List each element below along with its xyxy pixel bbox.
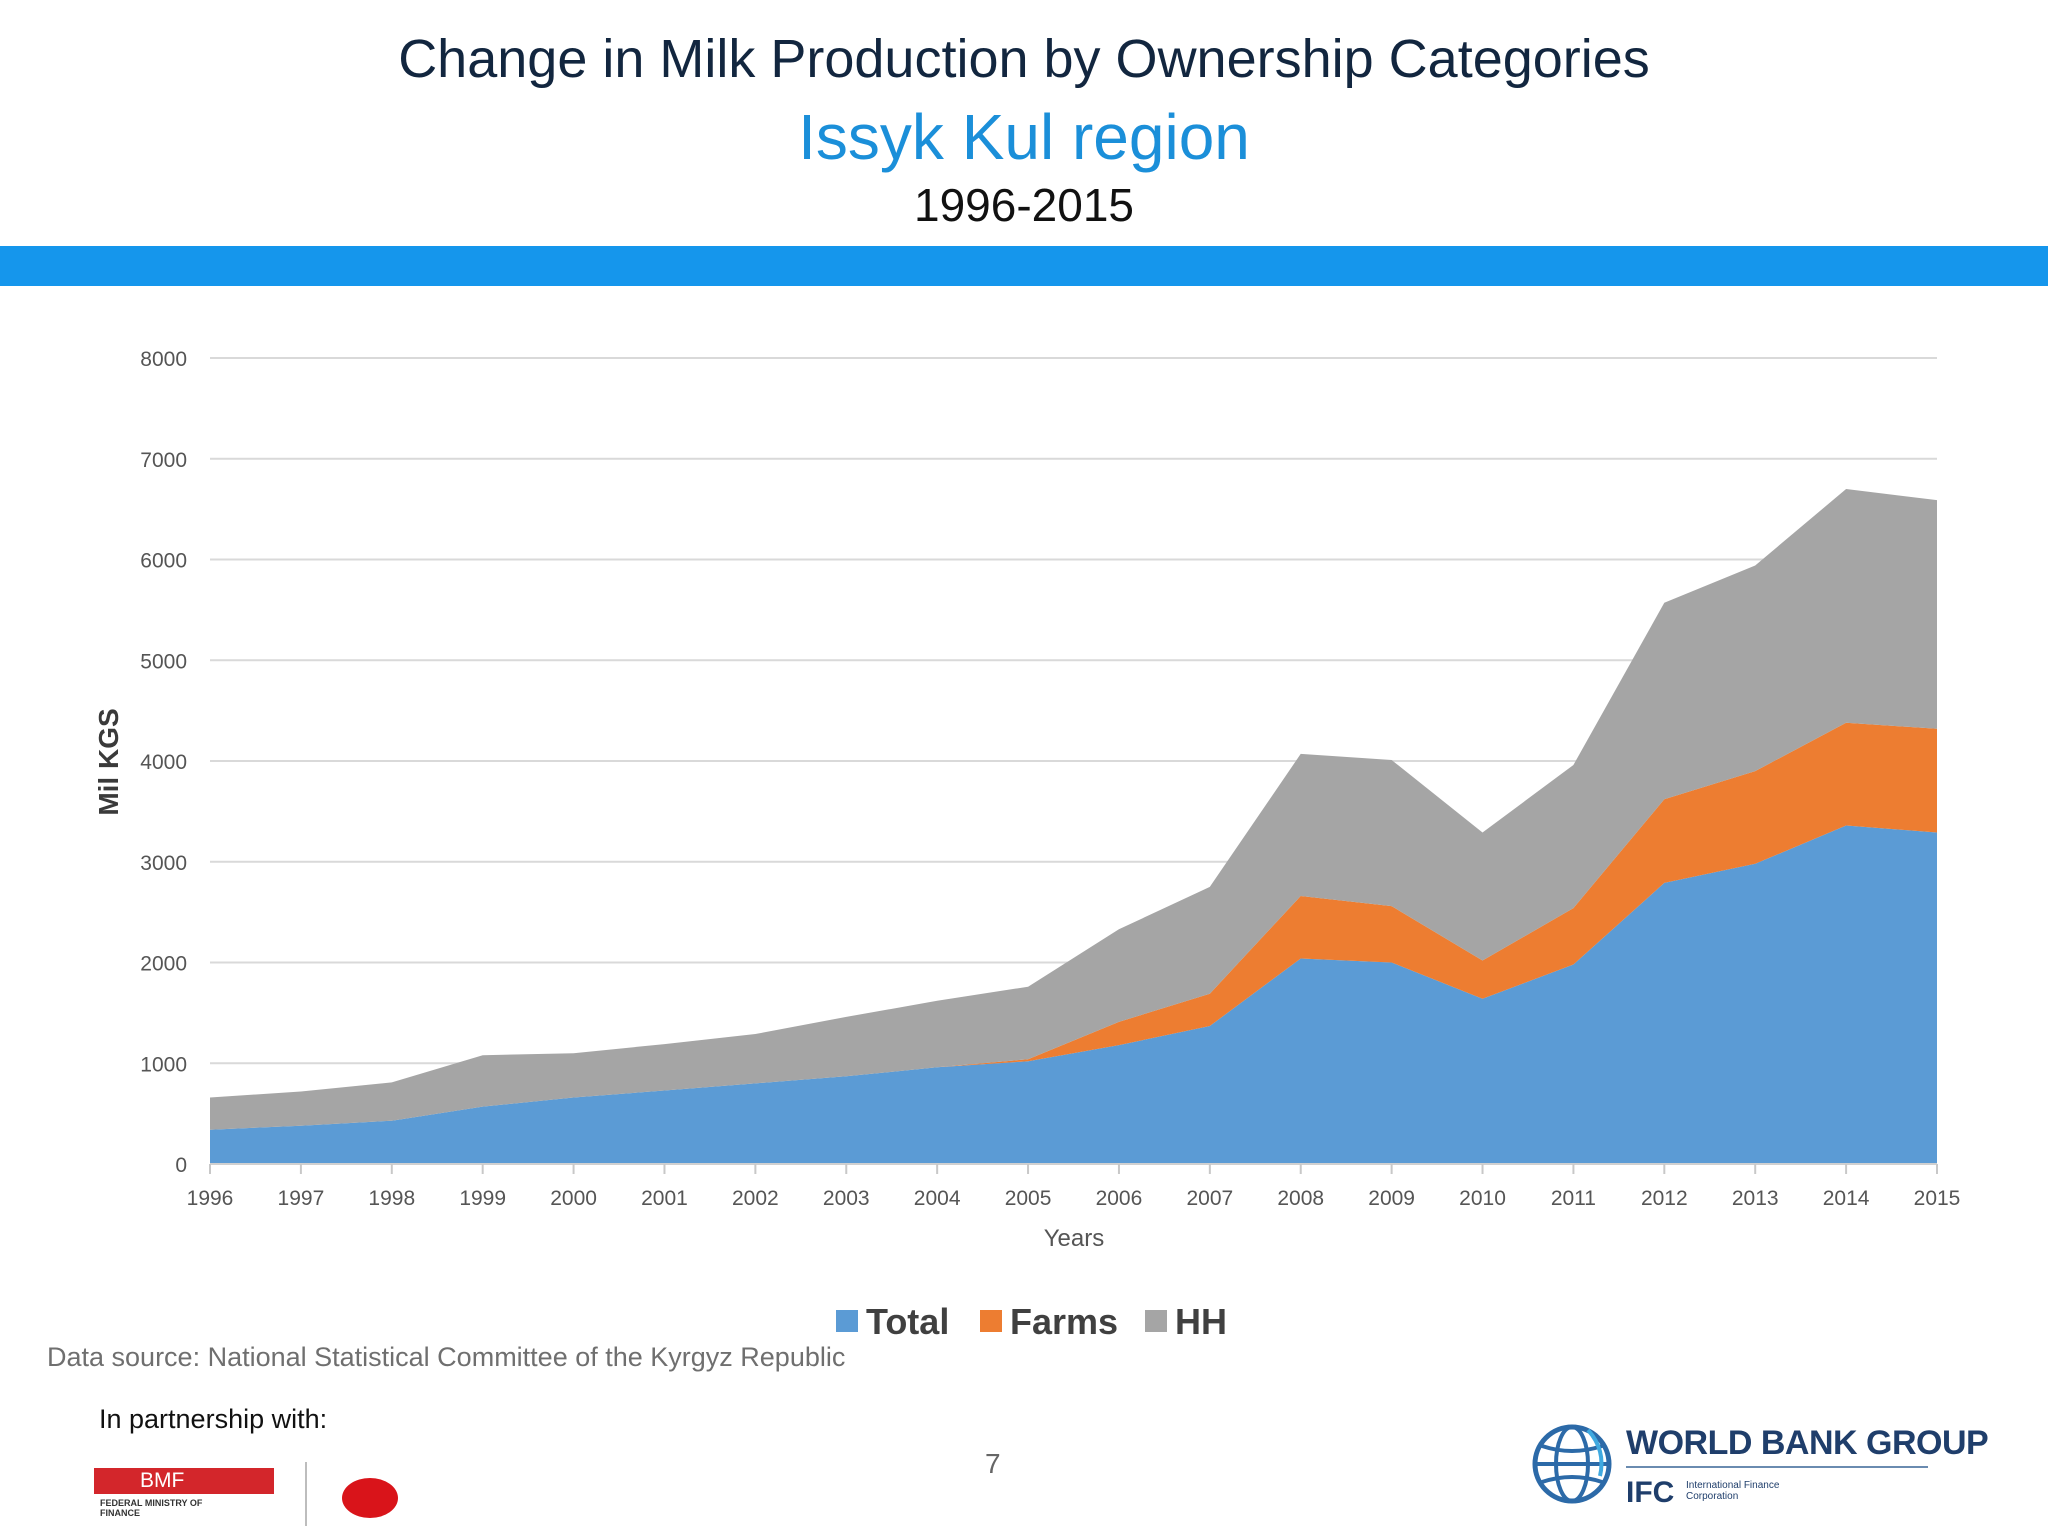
area-total	[210, 825, 1937, 1164]
x-tick-label-2010: 2010	[1459, 1187, 1506, 1210]
world-bank-group-name: WORLD BANK GROUP	[1626, 1424, 1989, 1462]
logo-divider	[305, 1462, 307, 1526]
ifc-subtext: International Finance Corporation	[1686, 1480, 1780, 1502]
x-axis-title: Years	[1044, 1225, 1105, 1252]
bmf-logo-subtext: FEDERAL MINISTRY OF FINANCE	[100, 1498, 203, 1518]
bmf-logo-text: BMF	[140, 1469, 185, 1492]
legend-item-total: Total	[836, 1301, 949, 1342]
x-tick-label-1998: 1998	[368, 1187, 415, 1210]
x-tick-label-2001: 2001	[641, 1187, 688, 1210]
legend-item-farms: Farms	[980, 1301, 1118, 1342]
legend-swatch-hh	[1145, 1310, 1167, 1332]
logo-rule	[1626, 1466, 1928, 1468]
y-tick-label-8000: 8000	[140, 348, 187, 371]
bmf-logo: BMF FEDERAL MINISTRY OF FINANCE	[94, 1468, 274, 1528]
area-farms	[210, 722, 1937, 1130]
x-tick-label-1997: 1997	[278, 1187, 325, 1210]
partnership-label: In partnership with:	[99, 1404, 328, 1434]
y-axis-title: Mil KGS	[93, 708, 124, 815]
y-tick-label-1000: 1000	[140, 1053, 187, 1076]
x-tick-label-2015: 2015	[1914, 1187, 1961, 1210]
x-tick-label-2000: 2000	[550, 1187, 597, 1210]
legend-label-total: Total	[866, 1301, 949, 1342]
world-bank-group-logo: WORLD BANK GROUP IFC International Finan…	[1530, 1418, 1989, 1518]
page-subtitle: Issyk Kul region	[798, 101, 1250, 173]
page-number: 7	[985, 1448, 1001, 1479]
y-tick-label-5000: 5000	[140, 650, 187, 673]
y-tick-label-2000: 2000	[140, 953, 187, 976]
legend-label-hh: HH	[1175, 1301, 1227, 1342]
y-tick-label-4000: 4000	[140, 751, 187, 774]
x-tick-label-2005: 2005	[1005, 1187, 1052, 1210]
x-tick-label-1996: 1996	[187, 1187, 234, 1210]
x-tick-label-2014: 2014	[1823, 1187, 1870, 1210]
legend-swatch-total	[836, 1310, 858, 1332]
period-label: 1996-2015	[914, 179, 1134, 231]
red-disc-logo	[342, 1478, 398, 1518]
x-tick-label-2009: 2009	[1368, 1187, 1415, 1210]
x-tick-label-2012: 2012	[1641, 1187, 1688, 1210]
area-hh	[210, 489, 1937, 1130]
y-tick-label-7000: 7000	[140, 449, 187, 472]
globe-icon	[1532, 1424, 1612, 1504]
axes: 0 1000 2000 3000 4000 5000 6000 7000 8000 1996 199…	[140, 348, 1960, 1210]
legend: Total Farms HH	[836, 1301, 1227, 1342]
x-tick-label-2008: 2008	[1277, 1187, 1324, 1210]
x-tick-label-2004: 2004	[914, 1187, 961, 1210]
x-tick-label-1999: 1999	[459, 1187, 506, 1210]
x-tick-label-2013: 2013	[1732, 1187, 1779, 1210]
legend-item-hh: HH	[1145, 1301, 1227, 1342]
bmf-logo-bar	[94, 1468, 274, 1494]
y-tick-label-0: 0	[175, 1154, 187, 1177]
legend-label-farms: Farms	[1010, 1301, 1118, 1342]
x-tick-label-2006: 2006	[1096, 1187, 1143, 1210]
milk-production-area-chart: 0 1000 2000 3000 4000 5000 6000 7000 8000 1996 199…	[93, 348, 1960, 1342]
x-tick-label-2011: 2011	[1551, 1187, 1596, 1210]
legend-swatch-farms	[980, 1310, 1002, 1332]
x-tick-label-2003: 2003	[823, 1187, 870, 1210]
y-tick-label-6000: 6000	[140, 550, 187, 573]
header-accent-band	[0, 246, 2048, 286]
stacked-areas	[210, 489, 1937, 1164]
y-tick-label-3000: 3000	[140, 852, 187, 875]
x-tick-label-2007: 2007	[1186, 1187, 1233, 1210]
ifc-name: IFC	[1626, 1476, 1675, 1509]
x-tick-label-2002: 2002	[732, 1187, 779, 1210]
page-title: Change in Milk Production by Ownership C…	[398, 29, 1650, 89]
data-source-note: Data source: National Statistical Commit…	[47, 1342, 846, 1372]
